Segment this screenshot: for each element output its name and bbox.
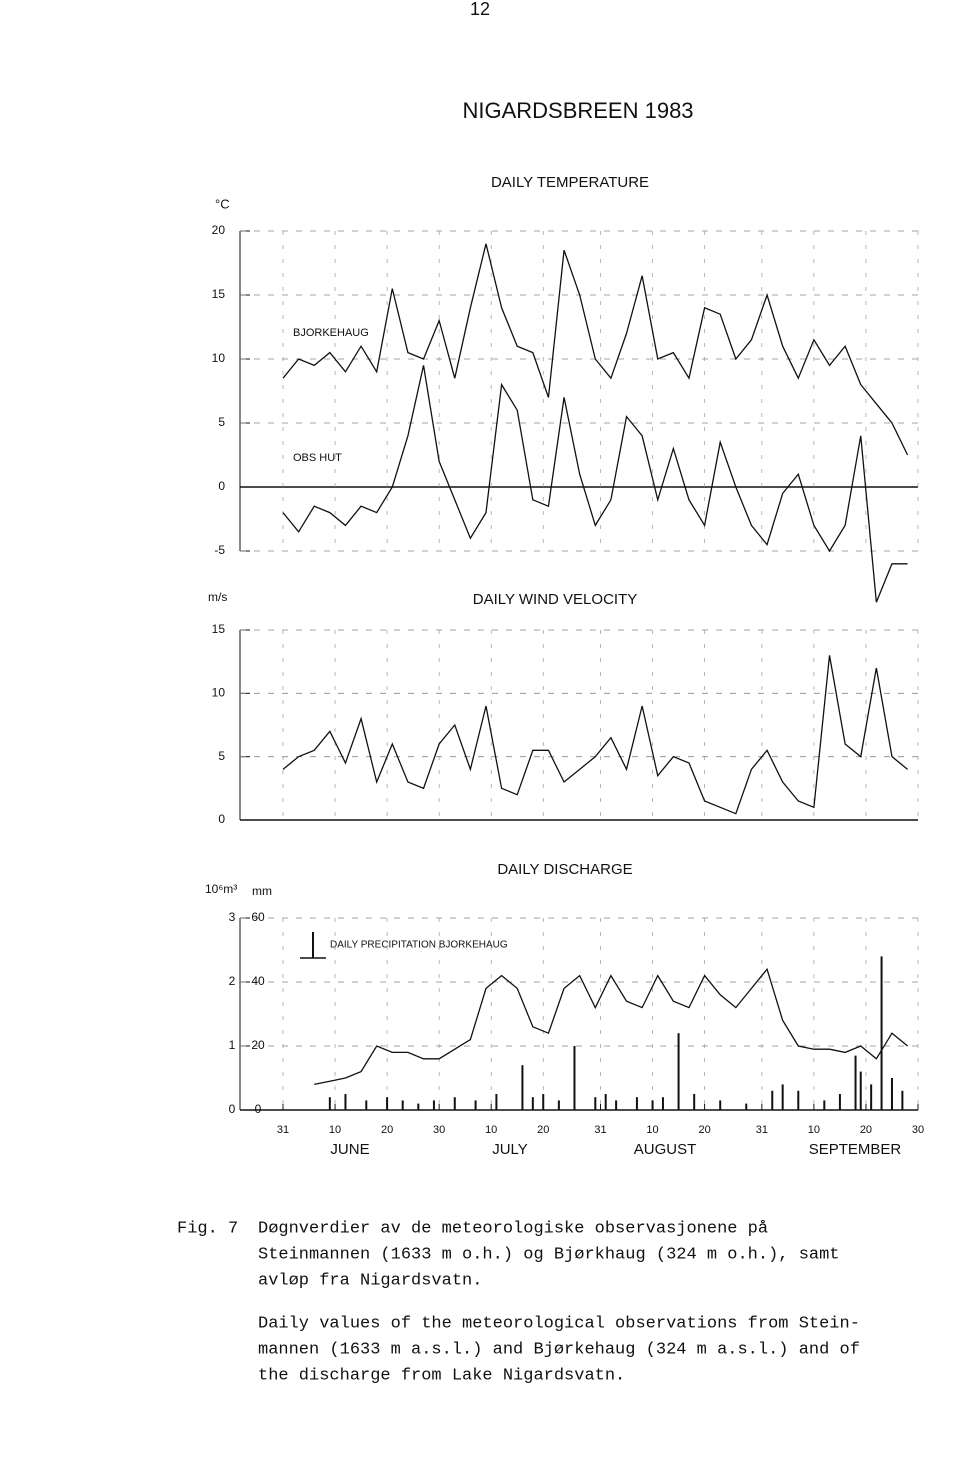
precip-bar [615,1100,618,1110]
series-label: OBS HUT [293,452,342,464]
x-tick-label: 20 [860,1124,872,1136]
precip-bar [823,1100,826,1110]
figure-label: Fig. 7 [177,1219,238,1238]
precip-bar [635,1097,638,1110]
precip-bar [854,1055,857,1110]
precip-bar [870,1084,873,1110]
caption-line: the discharge from Lake Nigardsvatn. [258,1366,625,1385]
x-tick-label: 31 [277,1124,289,1136]
precip-bar [693,1094,696,1110]
y-unit: m/s [208,590,227,604]
precip-bar [401,1100,404,1110]
y2-tick-label: 0 [255,1102,262,1116]
precip-bar [880,956,883,1110]
precip-bar [838,1094,841,1110]
y-unit: 10⁶m³ [205,882,237,896]
precip-bar [771,1090,774,1110]
page-title: NIGARDSBREEN 1983 [462,98,693,123]
y-tick-label: 5 [218,749,225,763]
data-line [282,243,909,456]
precip-bar [797,1090,800,1110]
caption-line: Steinmannen (1633 m o.h.) og Bjørkhaug (… [258,1245,840,1264]
month-label: SEPTEMBER [809,1141,902,1158]
series-label: BJORKEHAUG [293,327,369,339]
y-tick-label: 10 [212,686,226,700]
precip-bar [417,1103,420,1110]
x-tick-label: 30 [433,1124,445,1136]
precip-bar [651,1100,654,1110]
y-tick-label: 5 [218,415,225,429]
x-tick-label: 20 [537,1124,549,1136]
chart-title: DAILY WIND VELOCITY [473,591,637,608]
precip-bar [386,1097,389,1110]
precip-bar [661,1097,664,1110]
caption-line: avløp fra Nigardsvatn. [258,1271,482,1290]
x-tick-label: 10 [485,1124,497,1136]
precip-bar [432,1100,435,1110]
page-number: 12 [470,0,490,19]
y-tick-label: 3 [229,910,236,924]
caption-line: Døgnverdier av de meteorologiske observa… [258,1219,768,1238]
precip-bar [594,1097,597,1110]
precip-bar [542,1094,545,1110]
caption-line: mannen (1633 m a.s.l.) and Bjørkehaug (3… [258,1340,860,1359]
y-unit: °C [215,196,230,211]
precip-bar [365,1100,368,1110]
legend-label: DAILY PRECIPITATION BJORKEHAUG [330,940,508,951]
chart-title: DAILY DISCHARGE [497,861,632,878]
precip-bar [719,1100,722,1110]
y-tick-label: 0 [218,812,225,826]
precip-bar [453,1097,456,1110]
precip-bar [474,1100,477,1110]
y-tick-label: 20 [212,223,226,237]
precip-bar [521,1065,524,1110]
month-label: JULY [492,1141,528,1158]
caption-line: Daily values of the meteorological obser… [258,1314,860,1333]
precip-bar [859,1071,862,1110]
y2-unit: mm [252,884,272,898]
y-tick-label: 15 [212,622,226,636]
y-tick-label: 1 [229,1038,236,1052]
y2-tick-label: 20 [251,1038,265,1052]
month-label: JUNE [330,1141,369,1158]
month-label: AUGUST [634,1141,697,1158]
precip-bar [745,1103,748,1110]
data-line [282,365,908,603]
y-tick-label: -5 [214,543,225,557]
y2-tick-label: 60 [251,910,265,924]
x-tick-label: 20 [698,1124,710,1136]
precip-bar [495,1094,498,1110]
x-tick-label: 10 [646,1124,658,1136]
x-tick-label: 20 [381,1124,393,1136]
precip-bar [557,1100,560,1110]
y-tick-label: 2 [229,974,236,988]
precip-bar [901,1090,904,1110]
x-tick-label: 10 [329,1124,341,1136]
precip-bar [344,1094,347,1110]
x-tick-label: 31 [594,1124,606,1136]
x-tick-label: 10 [808,1124,820,1136]
y-tick-label: 0 [218,479,225,493]
precip-bar [781,1084,784,1110]
y-tick-label: 15 [212,287,226,301]
precip-bar [890,1078,893,1110]
precip-bar [531,1097,534,1110]
x-tick-label: 31 [756,1124,768,1136]
y2-tick-label: 40 [251,974,265,988]
x-tick-label: 30 [912,1124,924,1136]
precip-bar [328,1097,331,1110]
data-line [282,655,908,815]
precip-bar [604,1094,607,1110]
y-tick-label: 10 [212,351,226,365]
precip-bar [573,1046,576,1110]
y-tick-label: 0 [229,1102,236,1116]
chart-title: DAILY TEMPERATURE [491,174,649,191]
data-line [314,967,909,1086]
precip-bar [677,1033,680,1110]
